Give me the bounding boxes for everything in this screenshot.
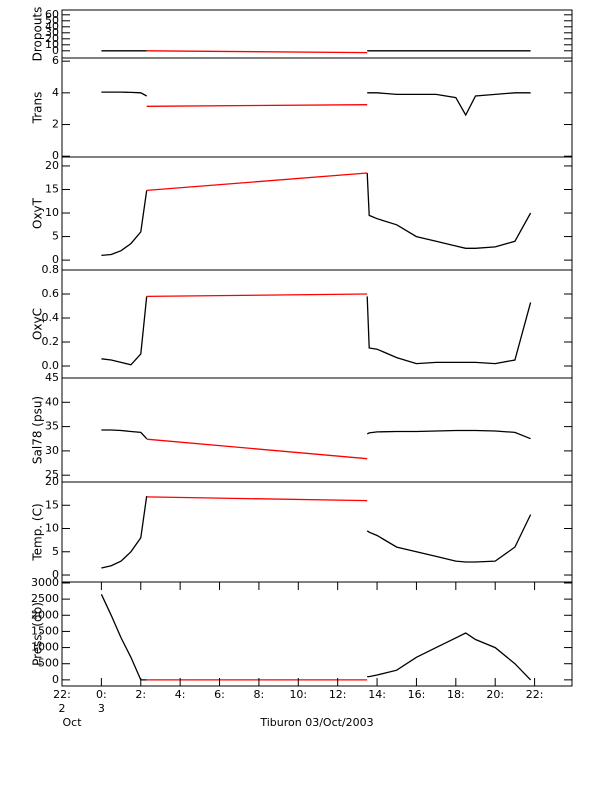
x-month-label: Oct: [62, 716, 82, 729]
data-line: [366, 514, 532, 563]
x-axis-label: Tiburon 03/Oct/2003: [259, 716, 373, 729]
y-tick-label: 20: [45, 32, 59, 45]
x-tick-label: 18:: [447, 688, 465, 701]
x-tick-label: 0:: [96, 688, 107, 701]
y-tick-label: 10: [45, 522, 59, 535]
y-tick-label: 0: [52, 673, 59, 686]
y-tick-label: 1000: [31, 641, 59, 654]
y-tick-label: 45: [45, 371, 59, 384]
y-tick-label: 25: [45, 468, 59, 481]
x-tick-label: 4:: [175, 688, 186, 701]
y-tick-label: 4: [52, 86, 59, 99]
panel-frame: [61, 481, 573, 583]
panel-frame: [61, 377, 573, 483]
y-tick-label: 5: [52, 545, 59, 558]
y-axis-label: Press. (db): [31, 602, 45, 666]
y-tick-label: 30: [45, 26, 59, 39]
data-line: [146, 438, 368, 460]
y-tick-label: 1500: [31, 624, 59, 637]
data-line: [146, 172, 368, 192]
x-tick-label: 12:: [329, 688, 347, 701]
y-tick-label: 30: [45, 444, 59, 457]
y-tick-label: 5: [52, 230, 59, 243]
y-tick-label: 15: [45, 182, 59, 195]
y-tick-label: 40: [45, 20, 59, 33]
panel-frame: [61, 269, 573, 379]
y-tick-label: 2000: [31, 608, 59, 621]
data-line: [366, 172, 532, 249]
y-tick-label: 0.0: [42, 359, 60, 372]
data-line: [101, 495, 148, 569]
panel-frame: [61, 581, 573, 687]
data-line: [146, 293, 368, 298]
y-tick-label: 0: [52, 44, 59, 57]
data-line: [146, 496, 368, 502]
y-axis-label: Trans: [31, 92, 45, 125]
x-tick-label: 8:: [254, 688, 265, 701]
y-tick-label: 60: [45, 8, 59, 21]
y-tick-label: 0.8: [42, 263, 60, 276]
y-tick-label: 10: [45, 38, 59, 51]
x-tick-label: 10:: [289, 688, 307, 701]
data-line: [366, 296, 532, 365]
x-tick-label: 22:: [526, 688, 544, 701]
y-tick-label: 35: [45, 420, 59, 433]
y-tick-label: 2500: [31, 592, 59, 605]
y-tick-label: 0: [52, 253, 59, 266]
x-tick-label: 14:: [368, 688, 386, 701]
y-axis-label: OxyC: [31, 308, 45, 340]
data-line: [366, 429, 531, 440]
y-tick-label: 6: [52, 54, 59, 67]
data-line: [367, 92, 531, 117]
y-tick-label: 10: [45, 206, 59, 219]
y-axis-label: Temp. (C): [31, 503, 45, 561]
y-tick-label: 0.2: [42, 335, 60, 348]
y-tick-label: 50: [45, 14, 59, 27]
data-line: [146, 50, 368, 54]
y-tick-label: 0.6: [42, 287, 60, 300]
x-tick-label: 2:: [135, 688, 146, 701]
y-tick-label: 20: [45, 475, 59, 488]
panel-frame: [61, 57, 573, 158]
y-axis-label: Dropouts: [31, 7, 45, 62]
panel-frame: [61, 156, 573, 271]
y-tick-label: 0: [52, 568, 59, 581]
data-line: [146, 104, 368, 107]
data-line: [367, 632, 532, 681]
x-tick-label: 16:: [408, 688, 426, 701]
y-axis-label: OxyT: [31, 197, 45, 229]
data-line: [101, 91, 148, 97]
x-tick-sublabel: 2: [59, 702, 66, 715]
x-tick-label: 6:: [214, 688, 225, 701]
y-tick-label: 0.4: [42, 311, 60, 324]
y-tick-label: 0: [52, 149, 59, 162]
x-tick-label: 22:: [53, 688, 71, 701]
y-tick-label: 40: [45, 395, 59, 408]
y-tick-label: 15: [45, 498, 59, 511]
x-tick-sublabel: 3: [98, 702, 105, 715]
y-tick-label: 500: [38, 657, 59, 670]
y-axis-label: Sal78 (psu): [31, 396, 45, 464]
y-tick-label: 2: [52, 118, 59, 131]
y-tick-label: 20: [45, 159, 59, 172]
x-tick-label: 20:: [486, 688, 504, 701]
y-tick-label: 3000: [31, 576, 59, 589]
data-line: [101, 429, 148, 440]
data-line: [101, 190, 148, 257]
data-line: [101, 296, 148, 366]
data-line: [100, 594, 147, 681]
